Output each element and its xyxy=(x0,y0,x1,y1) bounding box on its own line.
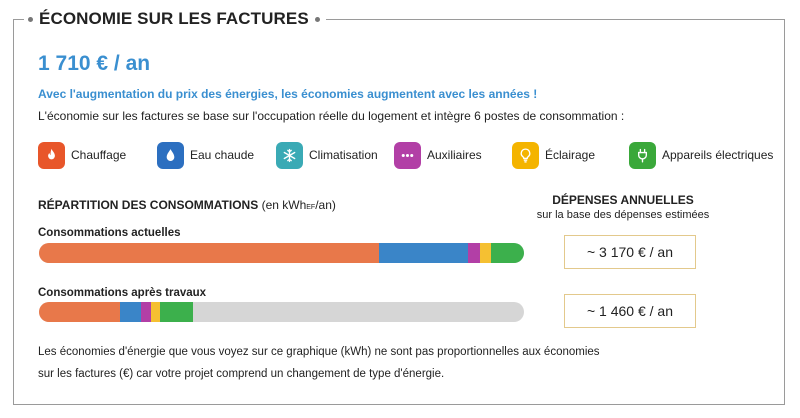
post-auxiliaires: Auxiliaires xyxy=(394,140,482,170)
unit-suffix: /an) xyxy=(315,198,336,212)
unit-prefix: (en kWh xyxy=(261,198,307,212)
plug-icon xyxy=(629,141,656,169)
post-label: Chauffage xyxy=(71,148,127,162)
bar-segment-eau-chaude xyxy=(378,243,469,263)
title-dot-right xyxy=(314,16,320,22)
bar-label-actuelles: Consommations actuelles xyxy=(38,227,181,239)
repartition-unit: (en kWhEF/an) xyxy=(262,198,336,212)
depenses-subtitle: sur la base des dépenses estimées xyxy=(536,209,710,221)
bar-segment-chauffage xyxy=(39,243,379,263)
bar-segment-appareils-électriques xyxy=(491,243,524,263)
consumption-bar-apres-travaux xyxy=(39,302,524,322)
footnote-line-2: sur les factures (€) car votre projet co… xyxy=(38,368,445,380)
post-label: Appareils électriques xyxy=(662,148,774,162)
bar-segment-eau-chaude xyxy=(120,302,141,322)
dots-icon xyxy=(394,141,421,169)
consumption-posts: Chauffage Eau chaude Climatisation Auxil… xyxy=(38,140,778,170)
post-label: Eau chaude xyxy=(190,148,255,162)
bar-segment-appareils-électriques xyxy=(160,302,194,322)
post-eau-chaude: Eau chaude xyxy=(157,140,254,170)
repartition-title: RÉPARTITION DES CONSOMMATIONS (en kWhEF/… xyxy=(38,198,336,212)
amount-actuelles: ~ 3 170 € / an xyxy=(564,235,696,269)
post-chauffage: Chauffage xyxy=(38,140,126,170)
depenses-title: DÉPENSES ANNUELLES xyxy=(552,193,694,207)
consumption-bar-actuelles xyxy=(39,243,524,263)
bar-label-apres-travaux: Consommations après travaux xyxy=(38,287,207,299)
annual-savings: 1 710 € / an xyxy=(38,52,151,75)
savings-headline: Avec l'augmentation du prix des énergies… xyxy=(38,87,538,101)
title-dot-left xyxy=(28,16,33,22)
post-climatisation: Climatisation xyxy=(276,140,378,170)
snowflake-icon xyxy=(276,141,303,169)
flame-icon xyxy=(38,141,65,169)
bar-segment-auxiliaires xyxy=(468,243,481,263)
footnote-line-1: Les économies d'énergie que vous voyez s… xyxy=(38,346,600,358)
post-label: Auxiliaires xyxy=(427,148,482,162)
amount-apres-travaux: ~ 1 460 € / an xyxy=(564,294,696,328)
section-title: ÉCONOMIE SUR LES FACTURES xyxy=(39,9,309,28)
post-eclairage: Éclairage xyxy=(512,140,595,170)
section-header: ÉCONOMIE SUR LES FACTURES xyxy=(24,8,326,30)
post-label: Climatisation xyxy=(309,148,378,162)
post-appareils-electriques: Appareils électriques xyxy=(629,140,773,170)
repartition-heading: RÉPARTITION DES CONSOMMATIONS xyxy=(38,198,259,212)
bar-segment-éclairage xyxy=(480,243,491,263)
drop-icon xyxy=(157,141,184,169)
bar-segment-auxiliaires xyxy=(140,302,151,322)
bar-segment-chauffage xyxy=(39,302,121,322)
post-label: Éclairage xyxy=(545,148,596,162)
bar-segment-éclairage xyxy=(150,302,161,322)
savings-panel xyxy=(13,19,785,405)
unit-subscript: EF xyxy=(306,204,316,211)
savings-intro: L'économie sur les factures se base sur … xyxy=(38,109,625,123)
lightbulb-icon xyxy=(512,141,539,169)
